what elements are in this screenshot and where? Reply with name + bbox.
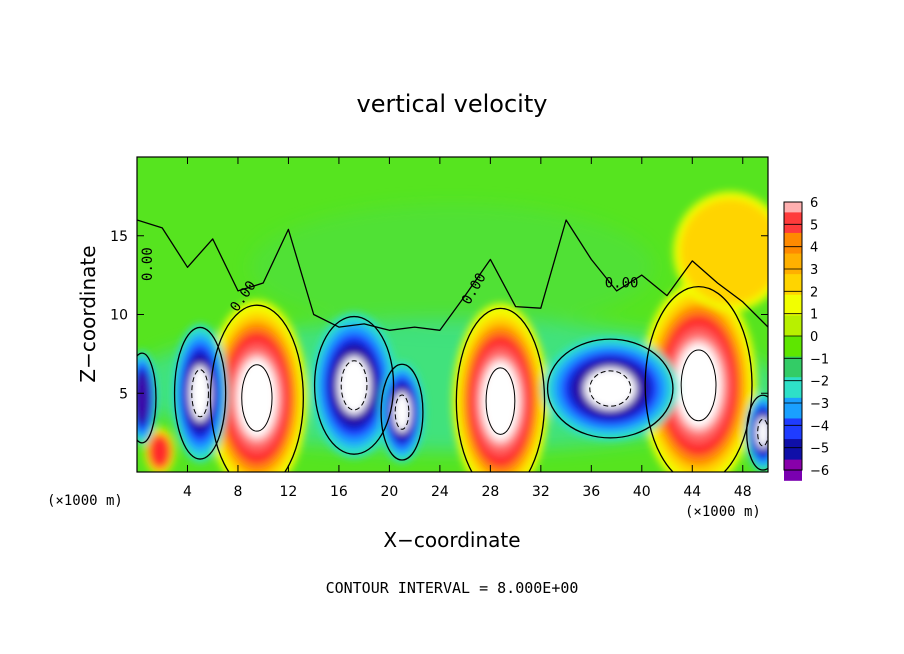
cell-ring (137, 374, 150, 422)
colorbar-swatch (784, 377, 802, 399)
x-tick-label: 28 (481, 484, 499, 500)
colorbar-swatch (784, 418, 802, 440)
colorbar-label: 2 (810, 285, 818, 300)
x-axis-label: X−coordinate (383, 528, 520, 552)
x-tick-label: 16 (330, 484, 348, 500)
x-tick-label: 36 (582, 484, 600, 500)
updraft-cell-3 (144, 427, 175, 472)
colorbar-label: −5 (810, 442, 829, 457)
inner-contour (241, 364, 273, 432)
x-unit-right: (×1000 m) (685, 504, 761, 520)
colorbar-label: −3 (810, 397, 829, 412)
colorbar-swatch (784, 315, 802, 337)
cell-core (676, 343, 721, 427)
plot-area (137, 157, 768, 472)
cell-ring (680, 198, 768, 305)
colorbar-swatch (784, 274, 802, 296)
x-tick-label: 48 (734, 484, 752, 500)
inner-contour (680, 349, 717, 422)
colorbar-label: 3 (810, 263, 818, 278)
x-tick-label: 32 (532, 484, 550, 500)
zero-contour (455, 307, 546, 472)
y-tick-label: 15 (110, 229, 128, 245)
contour-interval-note: CONTOUR INTERVAL = 8.000E+00 (326, 579, 579, 597)
contour-label: 0.00 (605, 276, 639, 292)
zero-contour (137, 352, 157, 444)
zero-contour (746, 394, 768, 471)
upper-band (250, 204, 655, 331)
updraft-cell-10 (673, 191, 768, 312)
colorbar-swatch (784, 356, 802, 378)
zero-contour (644, 286, 753, 472)
colorbar-label: 6 (810, 196, 818, 211)
x-tick-label: 12 (280, 484, 298, 500)
colorbar-swatch (784, 253, 802, 275)
colorbar-label: 5 (810, 218, 818, 233)
colorbar-swatch (784, 439, 802, 461)
colorbar-top-swatch (784, 202, 802, 213)
downdraft-cell-7 (542, 336, 679, 441)
inner-contour (394, 394, 410, 430)
x-tick-label: 44 (683, 484, 701, 500)
cell-core (584, 367, 637, 410)
upper-zero-contour (137, 219, 768, 331)
colorbar-swatch (784, 212, 802, 234)
colorbar-label: −1 (810, 352, 829, 367)
colorbar-bottom-swatch (784, 459, 802, 470)
x-tick-label: 40 (633, 484, 651, 500)
updraft-cell-1 (452, 303, 549, 472)
downdraft-cell-6 (379, 361, 425, 463)
colorbar-label: 4 (810, 241, 818, 256)
inner-contour (589, 370, 632, 407)
downdraft-cell-5 (311, 312, 397, 458)
colorbar-label: −6 (810, 464, 829, 479)
x-tick-label: 4 (183, 484, 192, 500)
updraft-cell-0 (206, 300, 308, 472)
chart-title: vertical velocity (357, 90, 548, 118)
colorbar-swatch (784, 336, 802, 358)
cell-core (237, 358, 277, 438)
contour-label: 0.00 (140, 247, 156, 281)
x-tick-label: 8 (233, 484, 242, 500)
y-axis-label: Z−coordinate (76, 245, 100, 382)
downdraft-cell-4 (172, 323, 228, 463)
cell-ring (149, 435, 171, 468)
cell-core (756, 416, 768, 449)
zero-contour (380, 363, 424, 461)
colorbar: 6 5 4 3 2 1 0 −1 −2 −3 −4 −5 −6 (783, 196, 829, 481)
downdraft-cell-9 (745, 393, 768, 472)
cell-core (189, 365, 211, 421)
zero-contour (546, 338, 674, 439)
inner-contour (485, 367, 516, 435)
y-tick-label: 10 (110, 308, 128, 324)
cell-core (337, 356, 371, 415)
contour-lines (137, 219, 768, 472)
cell-core (482, 362, 519, 441)
x-unit-left: (×1000 m) (47, 493, 123, 509)
y-tick-label: 5 (119, 386, 128, 402)
cell-core (393, 391, 411, 433)
zero-contour (209, 304, 304, 472)
colorbar-label: 1 (810, 308, 818, 323)
colorbar-swatch (784, 397, 802, 419)
downdraft-cell-8 (137, 350, 158, 446)
inner-contour (191, 369, 209, 418)
colorbar-label: 0 (810, 330, 818, 345)
inner-contour (340, 360, 368, 411)
colorbar-swatch (784, 232, 802, 255)
colorbar-swatch (784, 294, 802, 316)
x-tick-label: 20 (380, 484, 398, 500)
x-tick-label: 24 (431, 484, 449, 500)
zero-contour (173, 326, 227, 460)
colorbar-label: −4 (810, 419, 829, 434)
colorbar-label: −2 (810, 375, 829, 390)
zero-contour (313, 315, 395, 455)
